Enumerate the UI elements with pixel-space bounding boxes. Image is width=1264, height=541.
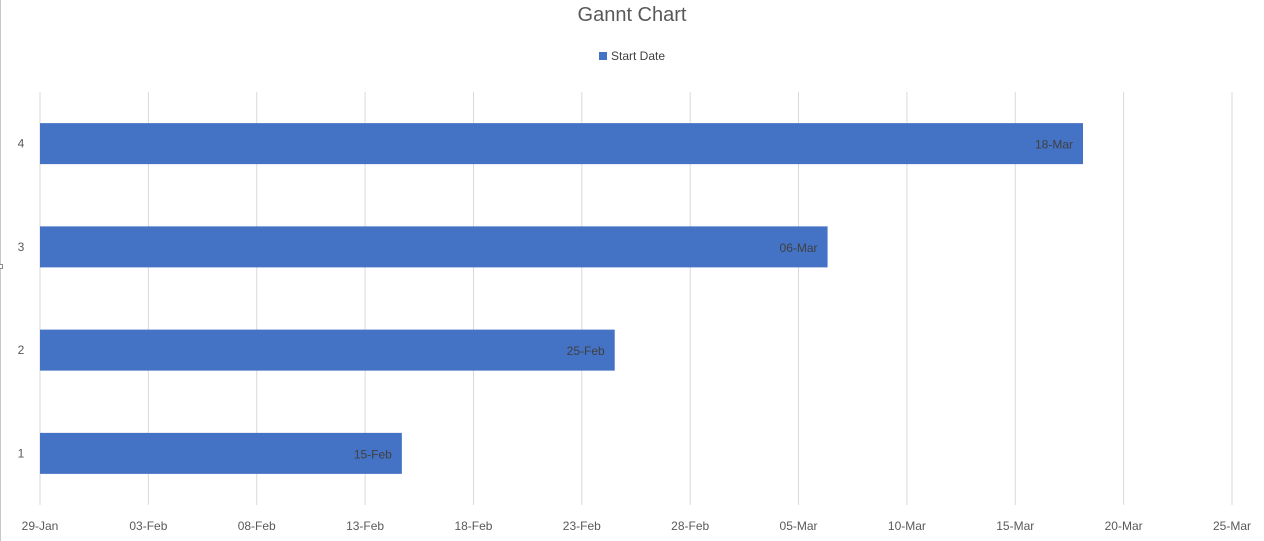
x-axis-ticks: 29-Jan 03-Feb 08-Feb 13-Feb 18-Feb 23-Feb 28-F… (22, 519, 1251, 533)
bar (40, 329, 615, 371)
bar (40, 226, 828, 268)
data-labels: 15-Feb 25-Feb 06-Mar 18-Mar (354, 138, 1073, 462)
x-tick-label: 15-Mar (996, 519, 1034, 533)
x-tick-label: 18-Feb (454, 519, 492, 533)
y-axis-ticks: 1 2 3 4 (18, 137, 25, 461)
x-tick-label: 29-Jan (22, 519, 59, 533)
x-tick-label: 23-Feb (563, 519, 601, 533)
x-tick-label: 13-Feb (346, 519, 384, 533)
data-label: 15-Feb (354, 447, 392, 461)
left-border (0, 0, 1, 541)
y-tick-label: 3 (18, 240, 25, 254)
x-tick-label: 25-Mar (1213, 519, 1251, 533)
bar (40, 432, 402, 474)
y-tick-label: 4 (18, 137, 25, 151)
bar (40, 123, 1083, 165)
legend: Start Date (0, 49, 1264, 63)
bars (40, 123, 1083, 474)
x-tick-label: 10-Mar (888, 519, 926, 533)
legend-swatch (598, 52, 607, 60)
x-tick-label: 28-Feb (671, 519, 709, 533)
x-tick-label: 08-Feb (238, 519, 276, 533)
y-tick-label: 2 (18, 343, 25, 357)
data-label: 18-Mar (1035, 138, 1073, 152)
x-tick-label: 20-Mar (1105, 519, 1143, 533)
chart-title: Gannt Chart (577, 4, 687, 26)
data-label: 06-Mar (780, 241, 818, 255)
data-label: 25-Feb (567, 344, 605, 358)
y-tick-label: 1 (18, 446, 25, 460)
x-tick-label: 03-Feb (129, 519, 167, 533)
legend-label: Start Date (610, 49, 666, 63)
resize-handle[interactable] (0, 264, 3, 269)
x-tick-label: 05-Mar (780, 519, 818, 533)
